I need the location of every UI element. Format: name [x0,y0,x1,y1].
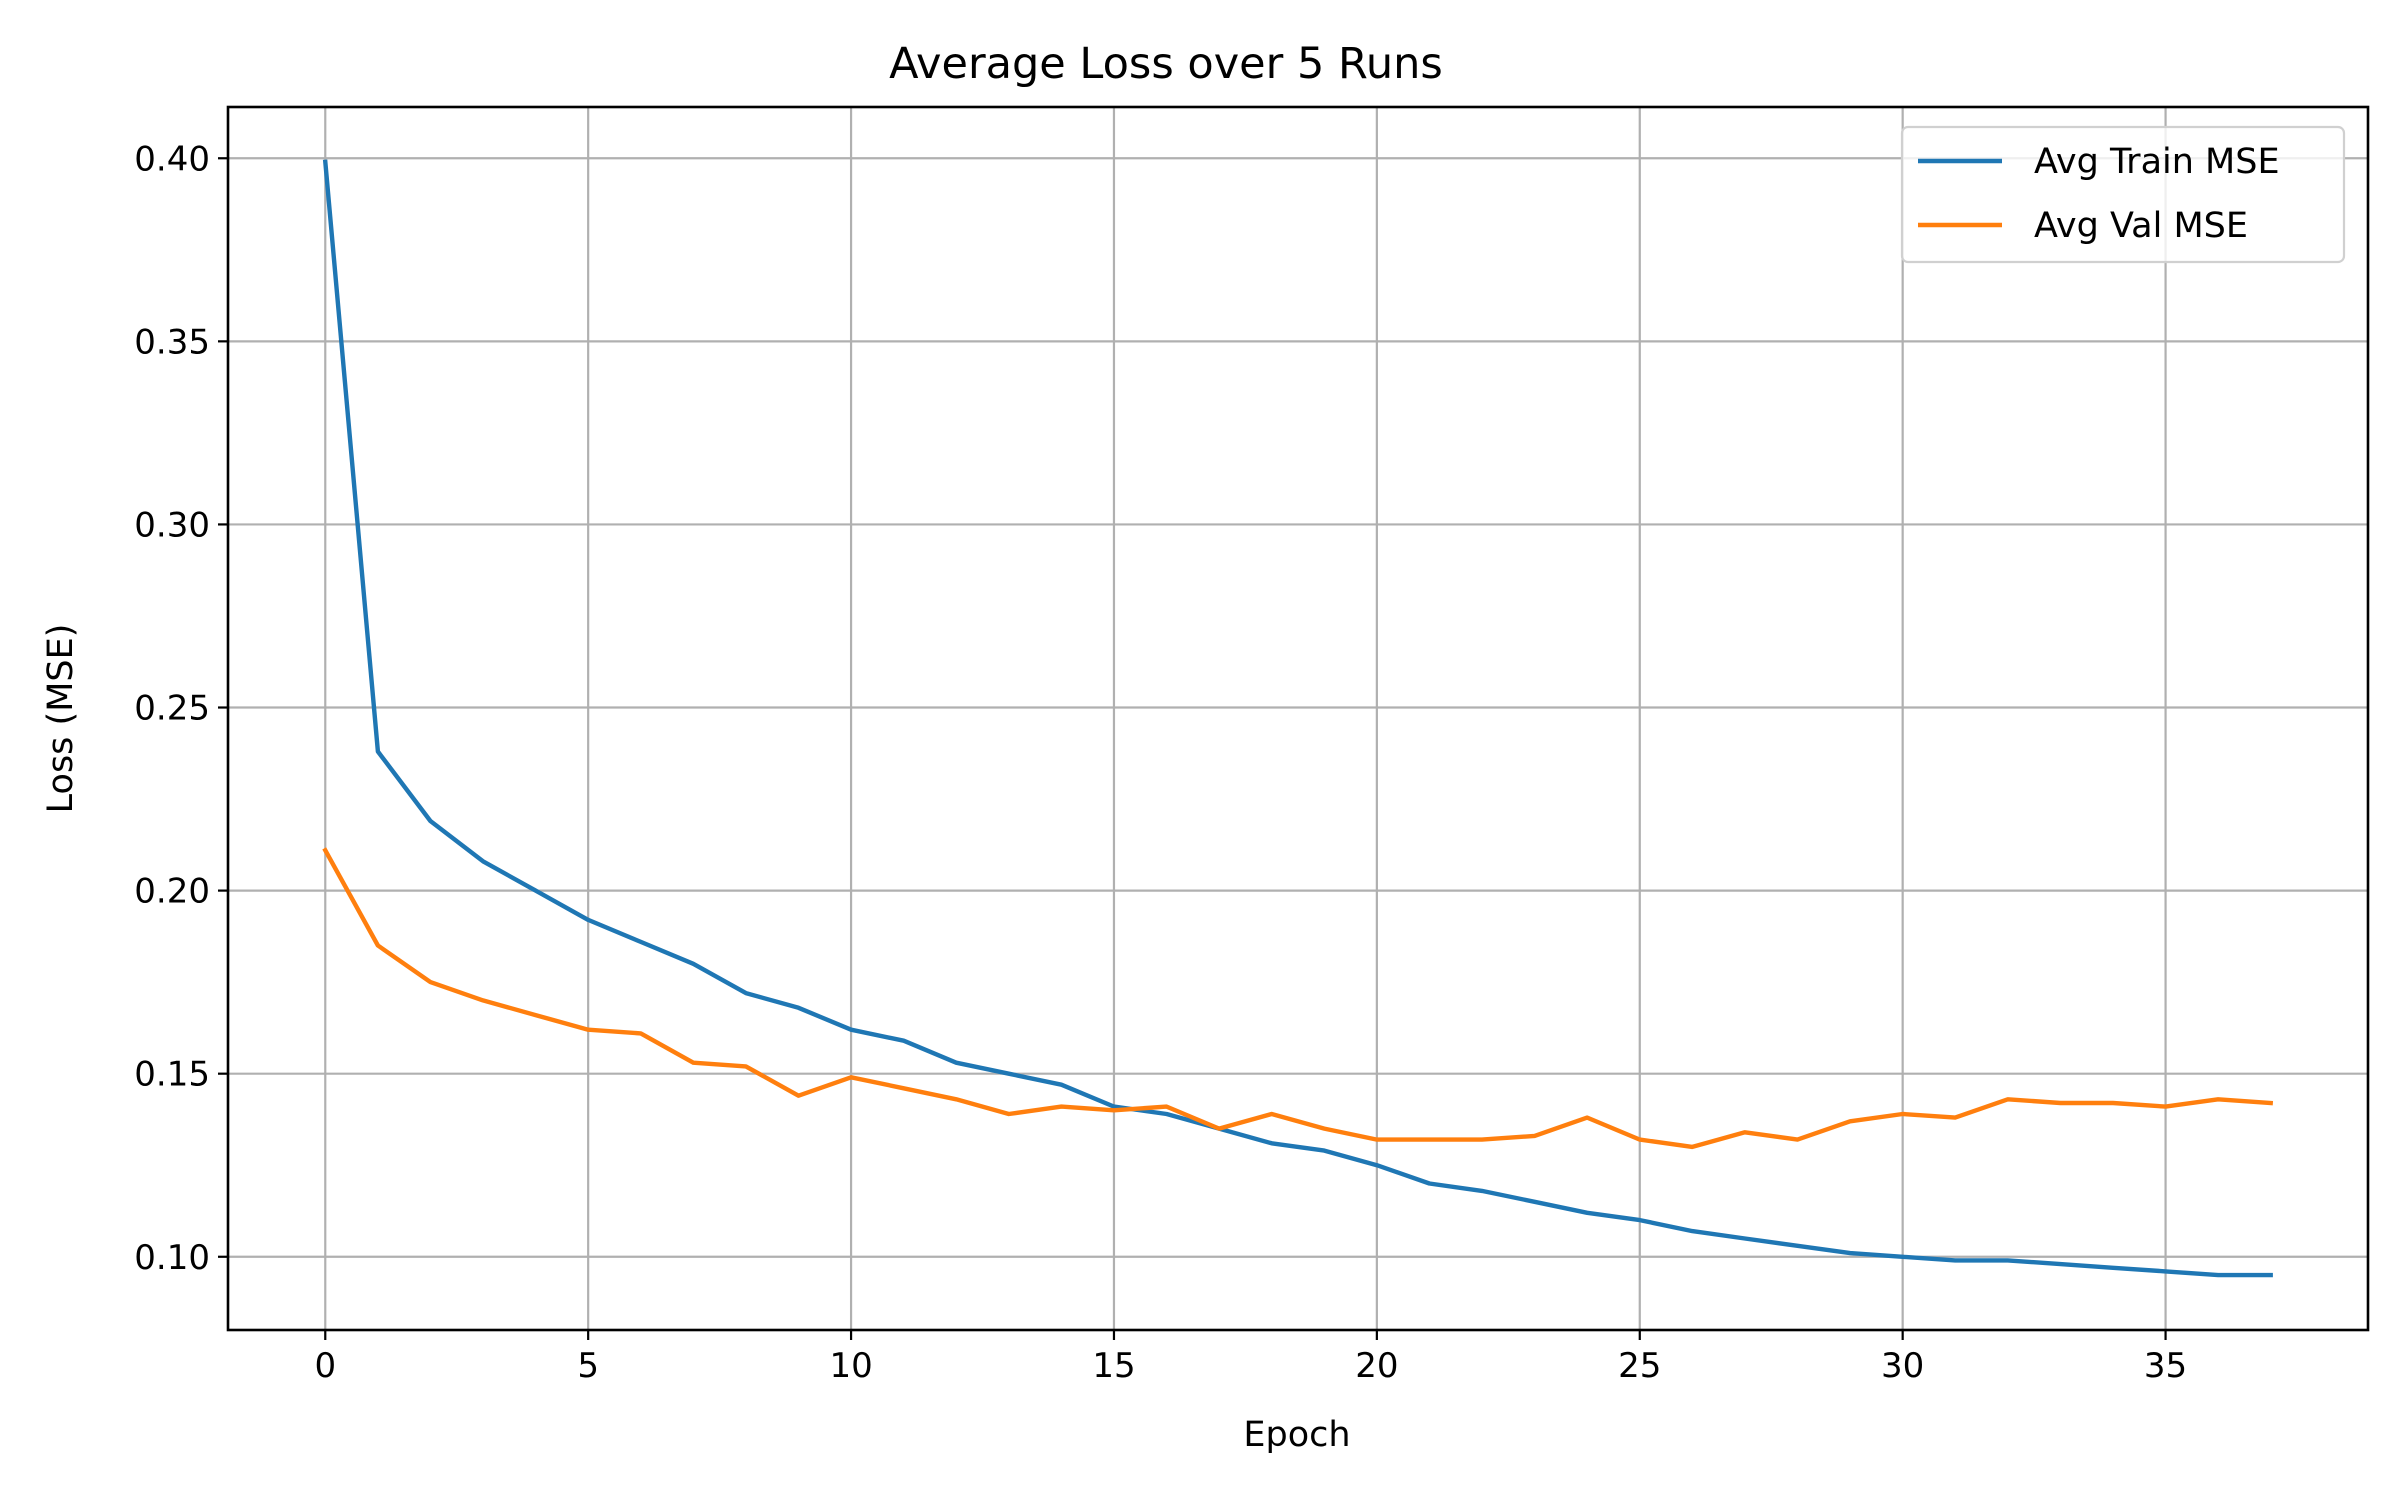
y-tick-label: 0.15 [134,1055,210,1095]
x-tick-label: 10 [829,1346,872,1386]
y-tick-label: 0.30 [134,505,210,545]
series-lines [322,159,2274,1278]
y-tick-label: 0.10 [134,1238,210,1278]
x-tick-label: 30 [1881,1346,1924,1386]
chart-title: Average Loss over 5 Runs [889,39,1443,89]
x-tick-label: 0 [314,1346,336,1386]
y-axis-label: Loss (MSE) [41,624,81,814]
x-tick-label: 15 [1092,1346,1135,1386]
x-tick-label: 25 [1618,1346,1661,1386]
axis-ticks: 0 5 10 15 20 25 30 35 0.10 0.15 0.20 0.25 0.30 0.35 0.… [134,139,2187,1386]
x-tick-label: 20 [1355,1346,1398,1386]
series-line-1 [322,847,2274,1150]
y-tick-label: 0.20 [134,872,210,912]
x-axis-label: Epoch [1243,1415,1350,1455]
legend-label: Avg Val MSE [2034,206,2248,246]
legend-box [1900,125,2346,264]
y-tick-label: 0.40 [134,139,210,179]
plot-frame [226,105,2370,1332]
y-tick-label: 0.35 [134,322,210,362]
series-line-0 [322,159,2273,1278]
x-tick-label: 35 [2144,1346,2187,1386]
legend-label: Avg Train MSE [2034,142,2280,182]
y-tick-label: 0.25 [134,689,210,729]
legend: Avg Train MSE Avg Val MSE [1900,125,2346,264]
grid-lines [228,107,2368,1330]
x-tick-label: 5 [577,1346,599,1386]
